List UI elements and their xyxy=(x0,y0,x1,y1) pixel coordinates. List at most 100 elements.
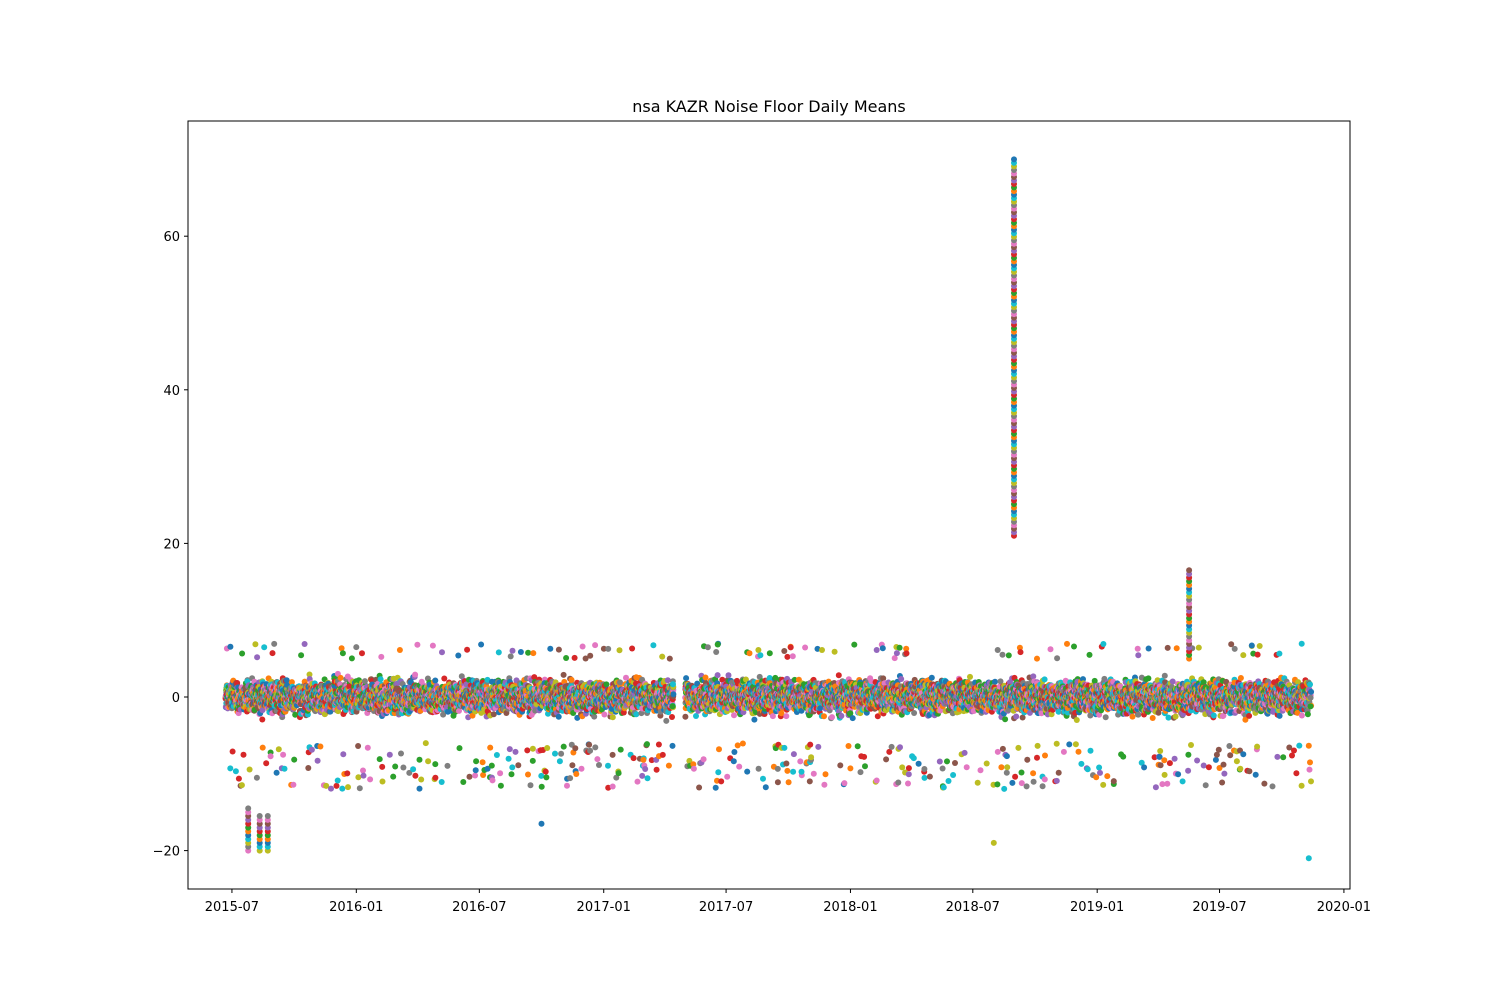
data-point xyxy=(400,764,407,771)
data-point xyxy=(509,764,516,771)
data-point xyxy=(396,647,403,653)
data-point xyxy=(524,747,531,754)
data-point xyxy=(338,645,345,652)
data-point xyxy=(630,755,637,762)
data-point xyxy=(263,760,270,767)
data-point xyxy=(478,641,485,648)
data-point xyxy=(605,762,611,769)
data-point xyxy=(508,771,515,778)
data-point xyxy=(472,772,479,779)
data-point xyxy=(339,785,346,792)
data-point xyxy=(552,750,558,757)
data-point xyxy=(664,677,671,684)
data-point xyxy=(497,782,504,789)
data-point xyxy=(670,691,677,698)
data-point xyxy=(348,655,355,662)
data-point xyxy=(669,714,675,720)
data-point xyxy=(666,655,673,662)
data-point xyxy=(592,642,599,649)
data-point xyxy=(644,741,650,748)
data-point xyxy=(328,785,334,792)
data-point xyxy=(386,751,393,758)
data-point xyxy=(578,765,585,772)
data-point xyxy=(271,640,278,647)
data-point xyxy=(235,775,242,782)
data-point xyxy=(669,742,676,749)
data-point xyxy=(275,746,282,753)
data-point xyxy=(367,776,374,783)
data-point xyxy=(487,744,494,751)
data-point xyxy=(605,645,612,652)
data-point xyxy=(439,649,445,656)
data-point xyxy=(663,717,670,724)
data-point xyxy=(432,677,439,684)
data-point xyxy=(441,675,448,682)
data-point xyxy=(414,641,421,648)
data-point xyxy=(290,781,297,788)
data-point xyxy=(489,777,496,784)
data-point xyxy=(560,743,567,750)
data-point xyxy=(308,746,315,753)
data-point xyxy=(572,745,579,752)
data-point xyxy=(238,782,245,789)
data-point xyxy=(639,772,646,779)
data-point xyxy=(714,641,721,648)
data-point xyxy=(609,783,616,790)
data-point xyxy=(298,652,305,659)
data-point xyxy=(432,761,439,768)
data-point xyxy=(594,756,601,763)
data-point xyxy=(422,740,429,747)
data-point xyxy=(596,762,602,768)
data-point xyxy=(555,646,562,653)
data-point xyxy=(713,649,720,655)
data-point xyxy=(305,765,312,771)
data-point xyxy=(425,758,432,765)
data-point xyxy=(530,650,537,657)
data-point xyxy=(364,744,371,751)
data-point xyxy=(464,646,471,653)
data-point xyxy=(334,777,341,784)
data-point xyxy=(715,769,722,776)
data-point xyxy=(716,746,722,753)
data-point xyxy=(659,653,666,660)
data-point xyxy=(569,762,576,769)
data-point xyxy=(390,773,397,780)
data-point xyxy=(480,772,487,778)
data-point xyxy=(379,763,386,770)
data-point xyxy=(655,741,662,748)
data-point xyxy=(665,762,672,769)
data-point xyxy=(460,779,467,785)
data-point xyxy=(490,711,497,718)
data-point xyxy=(640,756,647,763)
data-point xyxy=(355,774,362,781)
data-point xyxy=(360,767,366,774)
data-point xyxy=(700,756,707,763)
data-point xyxy=(616,647,623,654)
data-point xyxy=(252,641,259,648)
data-point xyxy=(617,679,623,686)
data-point xyxy=(538,772,545,779)
data-point xyxy=(493,752,500,758)
data-point xyxy=(529,745,536,752)
data-point xyxy=(525,771,531,778)
data-point xyxy=(525,649,532,656)
data-point xyxy=(227,643,234,650)
data-point xyxy=(601,711,608,718)
data-point xyxy=(543,774,550,781)
data-point xyxy=(239,650,246,657)
data-point xyxy=(615,770,622,777)
data-point xyxy=(259,744,266,751)
data-point xyxy=(232,768,239,775)
data-point xyxy=(229,748,236,755)
data-point xyxy=(542,768,549,775)
data-point xyxy=(416,785,423,792)
data-point xyxy=(634,778,641,785)
data-point xyxy=(592,744,599,751)
data-point xyxy=(261,644,268,651)
data-point xyxy=(696,784,703,791)
data-point xyxy=(556,758,563,765)
data-point xyxy=(563,655,570,661)
data-point xyxy=(642,766,649,772)
data-point xyxy=(280,751,287,758)
